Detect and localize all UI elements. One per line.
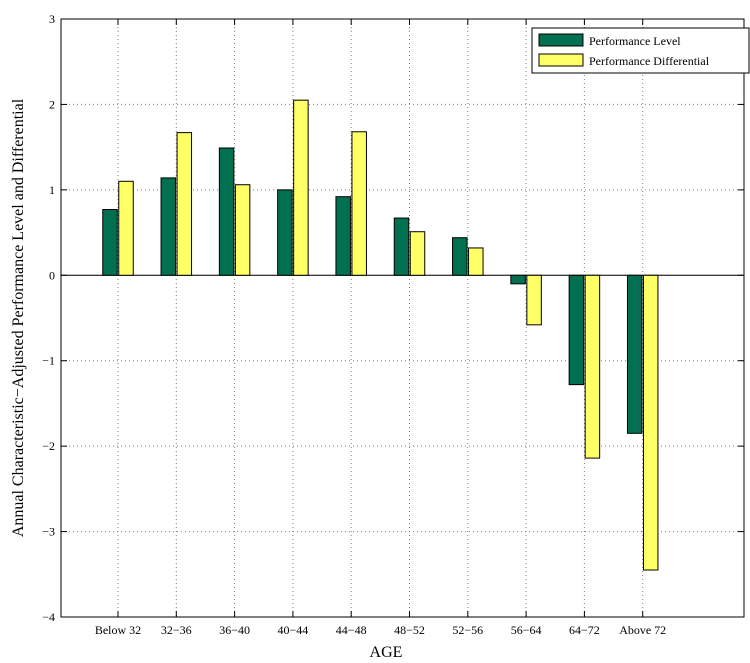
bar-performance-differential-above-72 [642,274,659,571]
y-tick-label: 1 [49,183,55,197]
x-tick-label: Below 32 [95,623,141,637]
x-axis-title: AGE [370,644,403,661]
bar-performance-level-below-32 [102,209,118,276]
y-tick-labels: −4 −3 −2 −1 0 1 2 3 [42,12,55,624]
y-tick-label: −2 [42,439,55,453]
x-tick-label: 40−44 [278,623,309,637]
bar-performance-differential-44-48 [351,131,367,276]
bar-performance-differential-32-36 [176,132,193,276]
bar-performance-differential-below-32 [118,180,134,276]
y-tick-label: −1 [42,354,55,368]
bar-performance-differential-64-72 [584,274,601,459]
y-tick-label: −4 [42,610,55,624]
x-tick-label: 48−52 [394,623,425,637]
x-tick-label: 32−36 [161,623,192,637]
x-tick-labels: Below 32 32−36 36−40 40−44 44−48 48−52 52−56 56… [95,623,666,637]
bar-performance-differential-52-56 [468,247,484,276]
x-tick-label: 64−72 [569,623,600,637]
x-tick-label: 56−64 [511,623,542,637]
bar-performance-level-48-52 [393,217,410,276]
bar-performance-level-64-72 [568,274,585,386]
bar-performance-level-52-56 [452,237,468,276]
bar-performance-differential-56-64 [526,274,542,326]
y-tick-label: 0 [49,268,55,282]
bar-performance-level-44-48 [335,196,351,276]
legend-label-performance-level: Performance Level [589,34,681,48]
plot-frame [60,18,745,618]
y-tick-label: 3 [49,12,55,26]
bar-performance-level-40-44 [277,189,293,276]
bar-performance-level-above-72 [626,274,643,434]
bar-performance-level-32-36 [160,177,177,276]
x-tick-label: 36−40 [219,623,250,637]
x-tick-label: Above 72 [619,623,666,637]
y-axis-title: Annual Characteristic−Adjusted Performan… [10,98,27,537]
x-tick-label: 44−48 [336,623,367,637]
y-tick-label: −3 [42,525,55,539]
legend-label-performance-differential: Performance Differential [589,54,710,68]
bar-performance-differential-48-52 [409,231,426,276]
legend-swatch-performance-level [538,33,584,47]
bar-performance-differential-36-40 [234,184,251,276]
bars [102,99,659,571]
bar-performance-level-36-40 [218,147,235,276]
x-tick-label: 52−56 [452,623,483,637]
axis-ticks [61,18,744,618]
legend: Performance Level Performance Differenti… [531,27,750,74]
legend-swatch-performance-differential [538,53,584,67]
bar-performance-differential-40-44 [293,99,309,276]
bar-performance-level-56-64 [510,274,526,285]
y-tick-label: 2 [49,97,55,111]
